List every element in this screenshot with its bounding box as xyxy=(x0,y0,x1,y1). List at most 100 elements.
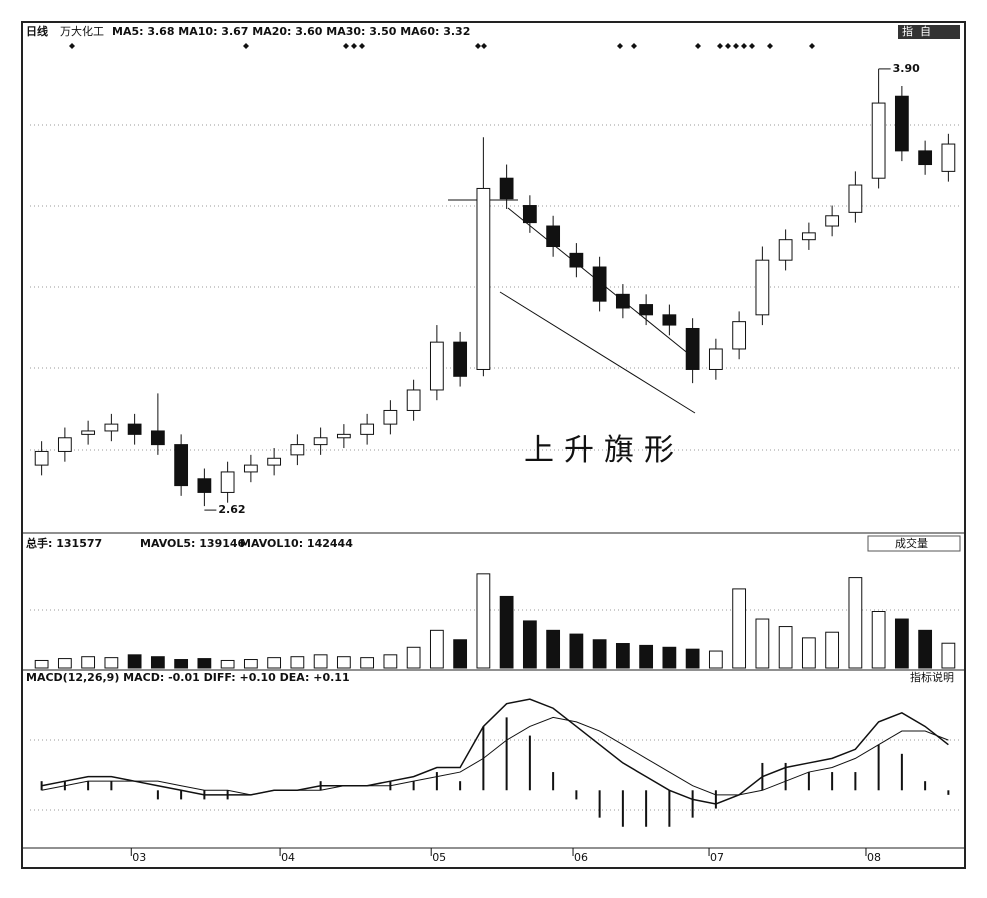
help-link[interactable]: 指标说明 xyxy=(910,670,954,684)
volume-bar xyxy=(825,631,840,669)
button[interactable]: 自 xyxy=(920,25,931,38)
volume-bar xyxy=(336,656,351,669)
low-label: 2.62 xyxy=(218,503,245,516)
volume-bar xyxy=(290,656,305,669)
signal-marker xyxy=(695,43,701,49)
grid xyxy=(30,124,962,811)
signal-marker xyxy=(617,43,623,49)
volume-bar xyxy=(34,659,49,669)
candle-body xyxy=(220,471,235,493)
volume-bar xyxy=(894,618,909,669)
volume-bar xyxy=(569,633,584,669)
ma-values: MA5: 3.68 MA10: 3.67 MA20: 3.60 MA30: 3.… xyxy=(112,25,470,38)
candle-body xyxy=(801,232,816,241)
candle-body xyxy=(57,437,72,452)
volume-bar xyxy=(848,577,863,669)
signal-marker xyxy=(725,43,731,49)
high-label: 3.90 xyxy=(893,62,920,75)
volume-bar xyxy=(81,656,96,669)
volume-bar xyxy=(639,644,654,669)
stock-name: 万大化工 xyxy=(60,24,104,38)
candle-body xyxy=(290,444,305,456)
candle-body xyxy=(429,341,444,391)
x-tick-label: 03 xyxy=(132,851,146,864)
indicator-select[interactable] xyxy=(867,535,961,552)
volume-bar xyxy=(220,659,235,669)
candle-body xyxy=(313,437,328,446)
candle-body xyxy=(778,239,793,261)
volume-bar xyxy=(197,658,212,669)
macd-diff-line xyxy=(41,698,949,805)
volume-bar xyxy=(685,648,700,669)
candle-body xyxy=(639,304,654,316)
volume-bar xyxy=(267,657,282,669)
candle-body xyxy=(522,205,537,224)
candle-body xyxy=(615,293,630,309)
signal-marker xyxy=(243,43,249,49)
candle-body xyxy=(81,430,96,435)
volume-bar xyxy=(406,646,421,669)
candle-body xyxy=(267,457,282,466)
button-bar[interactable] xyxy=(898,25,960,39)
candle-body xyxy=(406,389,421,411)
signal-marker xyxy=(359,43,365,49)
signal-marker xyxy=(749,43,755,49)
candle-body xyxy=(662,314,677,326)
signal-marker xyxy=(733,43,739,49)
signal-marker xyxy=(717,43,723,49)
candle-body xyxy=(592,266,607,302)
signal-marker xyxy=(69,43,75,49)
candle-body xyxy=(476,187,491,370)
candle-body xyxy=(383,409,398,425)
x-tick-label: 05 xyxy=(432,851,446,864)
macd-header: MACD(12,26,9) MACD: -0.01 DIFF: +0.10 DE… xyxy=(26,671,350,684)
volume-bar xyxy=(801,637,816,669)
volume-bar xyxy=(732,588,747,669)
x-tick-label: 08 xyxy=(867,851,881,864)
signal-marker xyxy=(767,43,773,49)
volume-bar xyxy=(941,642,956,669)
volume-bar xyxy=(104,657,119,669)
candle-body xyxy=(755,259,770,316)
signal-marker xyxy=(343,43,349,49)
macd-dea-line xyxy=(41,716,949,796)
volume-bar xyxy=(615,643,630,669)
candle-body xyxy=(871,102,886,179)
volume-bar xyxy=(360,657,375,669)
volume-bar xyxy=(453,639,468,669)
volume-bar xyxy=(127,654,142,669)
candle-body xyxy=(336,433,351,439)
candle-body xyxy=(708,348,723,370)
volume-header: MAVOL5: 139146 xyxy=(140,537,246,550)
volume-bar xyxy=(778,626,793,669)
volume-bar xyxy=(499,595,514,669)
signal-marker xyxy=(631,43,637,49)
volume-bar xyxy=(243,659,258,669)
volume-header: 总手: 131577 xyxy=(26,536,102,550)
candle-body xyxy=(499,177,514,200)
button[interactable]: 指 xyxy=(902,24,913,38)
flag-line xyxy=(499,291,696,414)
indicator-select-label[interactable]: 成交量 xyxy=(895,536,928,550)
volume-bar xyxy=(57,658,72,669)
candle-body xyxy=(941,143,956,172)
candle-body xyxy=(197,478,212,493)
signal-marker xyxy=(475,43,481,49)
candle-body xyxy=(243,464,258,473)
volume-bar xyxy=(662,646,677,669)
signal-marker xyxy=(481,43,487,49)
x-tick-label: 06 xyxy=(574,851,588,864)
candle-body xyxy=(685,327,700,370)
candle-body xyxy=(848,184,863,213)
volume-bar xyxy=(313,654,328,669)
period: 日线 xyxy=(26,24,48,38)
volume-bar xyxy=(592,639,607,669)
volume-bar xyxy=(708,650,723,669)
volume-bar xyxy=(755,618,770,669)
candle-body xyxy=(150,430,165,446)
candle-body xyxy=(453,341,468,377)
volume-bar xyxy=(476,573,491,669)
candle-body xyxy=(34,450,49,466)
